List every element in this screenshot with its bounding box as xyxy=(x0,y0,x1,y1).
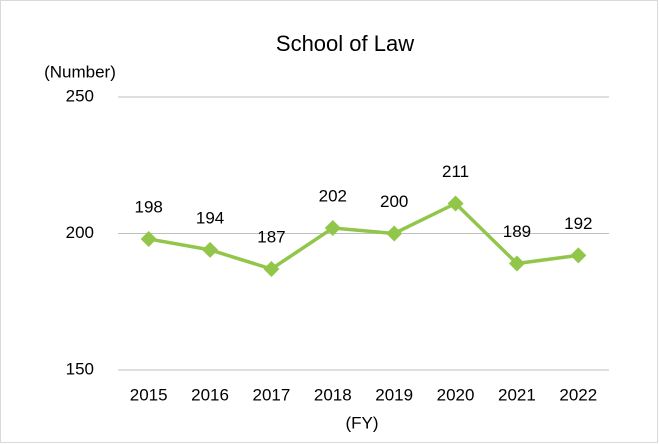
marker xyxy=(140,230,157,247)
data-label: 187 xyxy=(257,227,285,246)
x-tick-label: 2017 xyxy=(253,385,291,404)
data-label: 200 xyxy=(380,192,408,211)
x-tick-label: 2021 xyxy=(498,385,536,404)
marker xyxy=(263,260,280,277)
data-label: 198 xyxy=(135,197,163,216)
marker xyxy=(447,195,464,212)
data-label: 189 xyxy=(503,222,531,241)
marker xyxy=(324,220,341,237)
x-tick-label: 2019 xyxy=(375,385,413,404)
x-tick-label: 2022 xyxy=(559,385,597,404)
marker xyxy=(508,255,525,272)
data-label: 211 xyxy=(442,162,469,181)
marker xyxy=(386,225,403,242)
x-axis-label: (FY) xyxy=(345,413,378,432)
chart-title: School of Law xyxy=(276,31,414,56)
data-label: 202 xyxy=(319,187,347,206)
y-tick-label: 150 xyxy=(66,359,94,378)
x-tick-label: 2018 xyxy=(314,385,352,404)
x-tick-label: 2016 xyxy=(191,385,229,404)
y-tick-label: 250 xyxy=(66,86,94,105)
line xyxy=(148,201,579,271)
data-label: 194 xyxy=(196,208,224,227)
x-tick-label: 2015 xyxy=(130,385,168,404)
y-axis-label: (Number) xyxy=(44,62,116,81)
data-label: 192 xyxy=(564,214,592,233)
x-tick-label: 2020 xyxy=(437,385,475,404)
y-tick-label: 200 xyxy=(66,223,94,242)
marker xyxy=(202,241,219,258)
marker xyxy=(570,247,587,264)
